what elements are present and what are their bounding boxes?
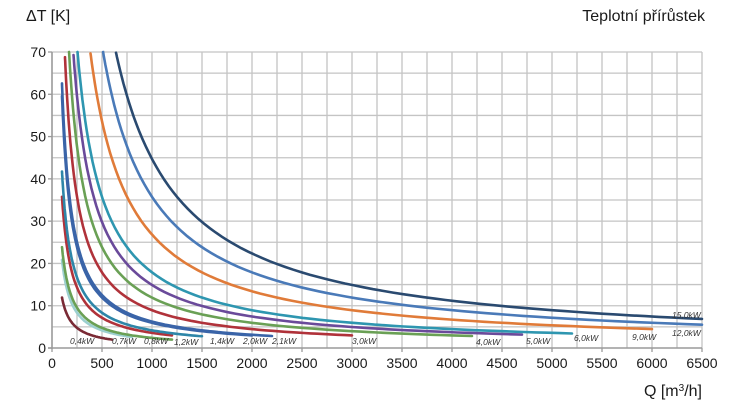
x-tick-label: 3500 [386, 355, 417, 371]
x-tick-label: 6000 [636, 355, 667, 371]
curve-15-0kw [114, 51, 704, 321]
curve-2-1kw [60, 82, 274, 338]
curve-label: 1,2kW [174, 337, 199, 347]
curve-label: 4,0kW [476, 337, 501, 347]
curve-6-0kw [76, 50, 574, 335]
x-tick-label: 5500 [586, 355, 617, 371]
x-tick-label: 0 [48, 355, 56, 371]
y-tick-label: 60 [30, 86, 46, 102]
curve-12-0kw [101, 50, 704, 326]
x-tick-label: 2500 [286, 355, 317, 371]
x-tick-label: 3000 [336, 355, 367, 371]
x-tick-label: 500 [90, 355, 114, 371]
chart-title: Teplotní přírůstek [582, 8, 705, 25]
x-tick-label: 6500 [686, 355, 717, 371]
curve-label: 0,7kW [112, 336, 137, 346]
curve-9-0kw [89, 52, 654, 331]
axes [48, 51, 703, 352]
curve-0-7kw [60, 258, 134, 339]
curve-label: 12,0kW [672, 328, 702, 338]
x-axis-title-sup: 3 [678, 383, 685, 394]
curve-3-0kw [63, 55, 354, 337]
curve-label: 0,4kW [70, 336, 95, 346]
y-tick-label: 10 [30, 298, 46, 314]
curves [60, 50, 704, 341]
curve-label: 6,0kW [574, 333, 599, 343]
x-tick-label: 1000 [136, 355, 167, 371]
curve-label: 0,8kW [144, 336, 169, 346]
curve-label: 3,0kW [352, 336, 377, 346]
curve-label: 5,0kW [526, 336, 551, 346]
curve-1-2kw [60, 195, 174, 337]
x-tick-label: 2000 [236, 355, 267, 371]
y-tick-label: 30 [30, 213, 46, 229]
x-axis-title-main: Q [m [643, 383, 679, 400]
x-axis-title-tail: /h] [684, 383, 702, 400]
curve-0-4kw [60, 296, 114, 341]
y-tick-label: 0 [38, 340, 46, 356]
y-tick-label: 40 [30, 171, 46, 187]
curve-0-8kw [60, 245, 174, 341]
curve-labels: 0,4kW 0,7kW 0,8kW 1,2kW 1,4kW 2,0kW 2,1kW 3,0kW… [70, 310, 702, 347]
grid [52, 51, 703, 348]
y-tick-label: 70 [30, 44, 46, 60]
curve-label: 2,1kW [271, 336, 297, 346]
x-axis-title: Q [m3/h] [644, 383, 702, 401]
x-tick-label: 4500 [486, 355, 517, 371]
curve-label: 2,0kW [242, 336, 268, 346]
y-tick-label: 20 [30, 255, 46, 271]
x-tick-label: 5000 [536, 355, 567, 371]
x-tick-label: 1500 [186, 355, 217, 371]
curve-label: 9,0kW [632, 332, 657, 342]
curve-label: 15,0kW [672, 310, 702, 320]
x-tick-label: 4000 [436, 355, 467, 371]
y-tick-label: 50 [30, 129, 46, 145]
y-axis-title: ΔT [K] [26, 8, 71, 25]
curve-4-0kw [67, 50, 474, 338]
curve-label: 1,4kW [210, 336, 235, 346]
curve-1-4kw [60, 170, 204, 338]
curve-5-0kw [72, 53, 524, 336]
tick-labels: 0 500 1000 1500 2000 2500 3000 3500 4000 4500 5000… [30, 44, 717, 371]
